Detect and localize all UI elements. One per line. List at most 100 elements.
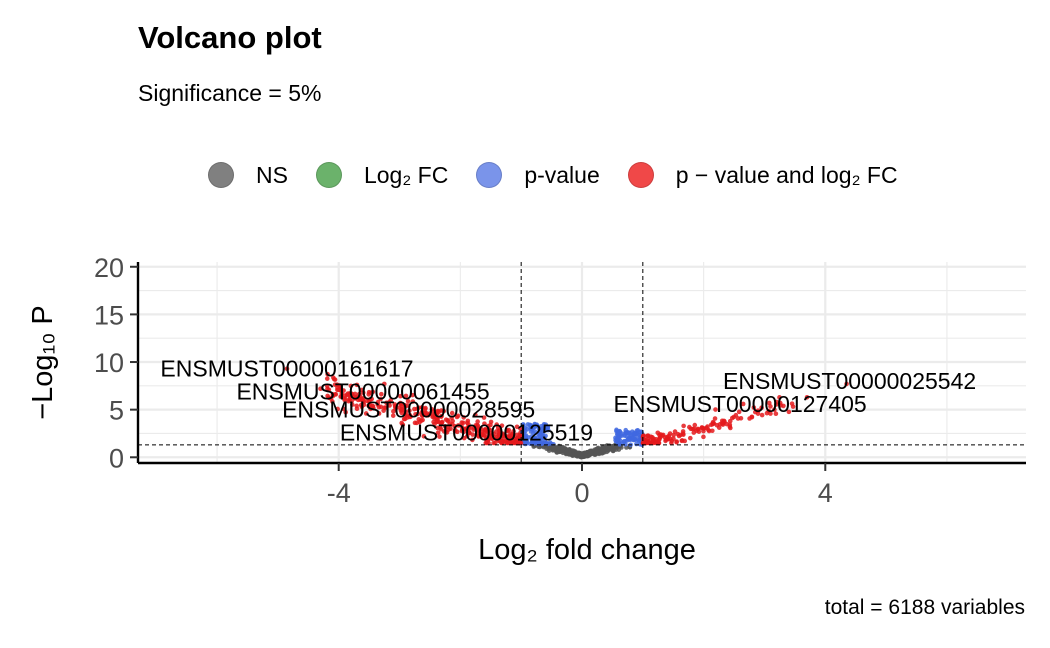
data-point xyxy=(467,430,472,435)
data-point xyxy=(701,434,706,440)
data-point xyxy=(645,433,650,439)
x-axis-title: Log₂ fold change xyxy=(478,534,696,566)
data-point xyxy=(342,397,347,403)
data-point xyxy=(499,423,505,428)
data-point xyxy=(361,402,367,408)
y-tick-label: 15 xyxy=(94,300,124,330)
legend-item-pvalue: p-value xyxy=(476,162,600,189)
data-point xyxy=(410,399,416,404)
data-point xyxy=(543,433,548,439)
data-point xyxy=(376,411,382,416)
data-point xyxy=(790,404,796,409)
data-point xyxy=(485,423,491,429)
data-point xyxy=(476,433,481,439)
data-point xyxy=(442,424,448,429)
data-point xyxy=(328,396,334,401)
data-point xyxy=(482,426,488,432)
data-point xyxy=(439,413,444,419)
data-point xyxy=(349,391,354,396)
data-point xyxy=(445,417,451,423)
grid xyxy=(138,262,1026,463)
data-point xyxy=(655,439,661,445)
legend-label-ns: NS xyxy=(256,161,288,188)
data-point xyxy=(407,408,412,413)
data-point xyxy=(431,419,436,425)
data-point xyxy=(343,409,348,415)
data-point xyxy=(525,422,531,427)
data-point xyxy=(544,427,549,433)
point-label: ENSMUST00000127405 xyxy=(614,391,867,417)
data-point xyxy=(535,440,541,445)
data-point xyxy=(481,415,487,420)
point-label: ENSMUST00000025542 xyxy=(723,368,976,394)
data-point xyxy=(412,406,417,412)
data-point xyxy=(589,448,595,454)
y-tick-label: 0 xyxy=(109,443,124,473)
data-point xyxy=(544,446,549,452)
data-point xyxy=(465,420,470,426)
data-point xyxy=(531,436,536,442)
data-point xyxy=(534,422,540,427)
data-point xyxy=(284,366,290,371)
data-point xyxy=(341,406,346,412)
data-point xyxy=(523,433,529,438)
data-point xyxy=(514,424,520,430)
data-point xyxy=(620,431,625,437)
data-point xyxy=(336,387,342,392)
data-point xyxy=(747,416,752,421)
data-point xyxy=(729,415,735,421)
data-point xyxy=(501,432,507,438)
y-tick-label: 20 xyxy=(94,253,124,283)
point-label: ENSMUST00000028595 xyxy=(282,397,535,423)
data-point xyxy=(379,391,384,397)
legend-key-both xyxy=(627,162,654,188)
legend-item-both: p − value and log₂ FC xyxy=(627,162,898,189)
data-point xyxy=(752,409,758,415)
data-point xyxy=(435,425,440,431)
data-point xyxy=(390,413,396,418)
data-point xyxy=(375,402,380,407)
data-point xyxy=(773,411,779,417)
data-point xyxy=(356,391,362,397)
data-point xyxy=(708,422,714,428)
data-point xyxy=(712,416,718,421)
data-point xyxy=(466,424,471,430)
data-point xyxy=(495,425,501,431)
data-point xyxy=(368,406,373,412)
legend-key-pvalue xyxy=(476,162,503,188)
data-point xyxy=(585,453,591,458)
data-point xyxy=(593,446,599,452)
data-point xyxy=(622,438,627,444)
data-point xyxy=(518,426,523,431)
data-point xyxy=(359,387,365,393)
data-point xyxy=(626,436,631,442)
data-point xyxy=(623,430,629,435)
data-point xyxy=(435,430,441,435)
data-point xyxy=(396,405,402,410)
data-point xyxy=(641,433,646,439)
data-point xyxy=(417,419,422,425)
chart-subtitle: Significance = 5% xyxy=(138,80,322,106)
x-tick-label: -4 xyxy=(327,478,351,508)
data-point xyxy=(333,392,338,397)
data-point xyxy=(475,419,480,424)
data-point xyxy=(491,440,496,446)
data-point xyxy=(454,414,460,420)
data-point xyxy=(556,446,561,451)
data-point xyxy=(439,419,445,425)
data-point xyxy=(692,422,698,428)
data-point xyxy=(437,434,442,439)
y-tick-label: 10 xyxy=(94,348,124,378)
data-point xyxy=(388,398,394,403)
data-point xyxy=(671,432,676,438)
data-point xyxy=(513,440,519,446)
data-point xyxy=(607,447,613,452)
data-point xyxy=(349,398,354,404)
data-point xyxy=(405,403,410,408)
data-point xyxy=(719,418,725,424)
data-point xyxy=(786,409,792,415)
data-point xyxy=(768,404,773,409)
data-point xyxy=(766,408,772,414)
data-point xyxy=(510,438,515,443)
data-point xyxy=(460,420,466,426)
